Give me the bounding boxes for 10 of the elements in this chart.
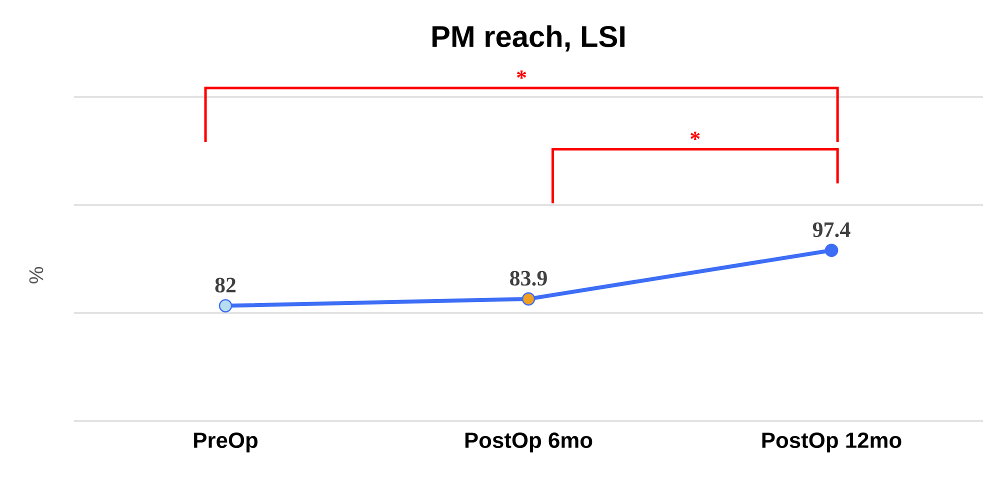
y-axis-title: % <box>29 267 44 284</box>
chart-title: PM reach, LSI <box>432 25 624 52</box>
data-label: 83.9 <box>510 270 547 286</box>
data-label: 97.4 <box>812 222 850 238</box>
x-tick-label: PostOp 12mo <box>762 432 902 452</box>
data-label: 82 <box>215 278 236 292</box>
annotation: * <box>690 132 700 140</box>
text: * <box>516 70 526 79</box>
x-tick-label: PreOp <box>194 432 258 452</box>
x-tick-label: PostOp 6mo <box>465 432 592 452</box>
